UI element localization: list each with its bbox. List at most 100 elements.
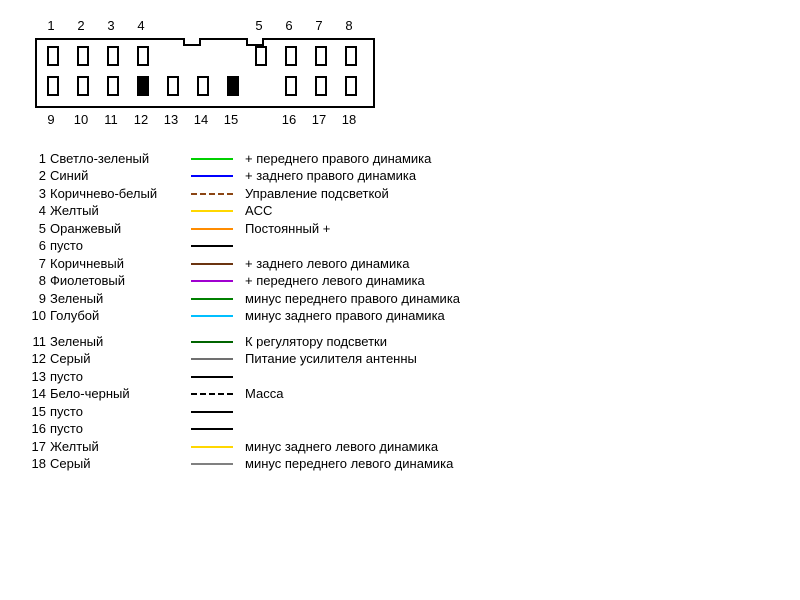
pin-row-bottom xyxy=(37,76,373,100)
pin-label: 11 xyxy=(101,112,121,127)
legend-pin-number: 17 xyxy=(28,438,46,456)
legend-pin-number: 12 xyxy=(28,350,46,368)
legend-color-name: Голубой xyxy=(46,307,191,325)
pin xyxy=(285,76,297,96)
connector-top-labels: 12345678 xyxy=(35,18,375,34)
legend-row: 2Синий+ заднего правого динамика xyxy=(28,168,460,186)
pin xyxy=(137,46,149,66)
legend-color-name: Коричневый xyxy=(46,255,191,273)
legend-color-name: пусто xyxy=(46,368,191,386)
pin-label: 1 xyxy=(41,18,61,33)
pin-label: 7 xyxy=(309,18,329,33)
legend-color-name: пусто xyxy=(46,237,191,255)
legend-pin-number: 11 xyxy=(28,333,46,351)
legend-pin-number: 3 xyxy=(28,185,46,203)
legend-pin-number: 14 xyxy=(28,385,46,403)
pin xyxy=(77,76,89,96)
legend-row: 13пусто xyxy=(28,368,460,386)
legend-swatch xyxy=(191,298,233,300)
pin xyxy=(255,46,267,66)
legend-swatch xyxy=(191,280,233,282)
pin-label: 10 xyxy=(71,112,91,127)
pin xyxy=(77,46,89,66)
legend-row: 18Серыйминус переднего левого динамика xyxy=(28,456,460,474)
legend-row: 9Зеленыйминус переднего правого динамика xyxy=(28,290,460,308)
pin xyxy=(285,46,297,66)
pin xyxy=(137,76,149,96)
legend-color-name: Зеленый xyxy=(46,333,191,351)
legend-swatch xyxy=(191,175,233,177)
legend-color-name: Светло-зеленый xyxy=(46,150,191,168)
pin-label: 8 xyxy=(339,18,359,33)
legend-pin-number: 7 xyxy=(28,255,46,273)
pin-label: 17 xyxy=(309,112,329,127)
legend-description: ACC xyxy=(245,202,460,220)
legend-row: 15пусто xyxy=(28,403,460,421)
legend-swatch xyxy=(191,358,233,360)
legend-swatch xyxy=(191,193,233,195)
legend-pin-number: 16 xyxy=(28,420,46,438)
pin xyxy=(315,76,327,96)
legend-description: + переднего левого динамика xyxy=(245,272,460,290)
legend-row: 7Коричневый + заднего левого динамика xyxy=(28,255,460,273)
legend-swatch xyxy=(191,210,233,212)
pin-label: 4 xyxy=(131,18,151,33)
legend-row: 6пусто xyxy=(28,238,460,256)
legend-pin-number: 15 xyxy=(28,403,46,421)
legend-pin-number: 10 xyxy=(28,307,46,325)
legend-swatch xyxy=(191,245,233,247)
legend-pin-number: 8 xyxy=(28,272,46,290)
legend-color-name: Желтый xyxy=(46,438,191,456)
legend-description: Управление подсветкой xyxy=(245,185,460,203)
pin-label: 14 xyxy=(191,112,211,127)
legend-description: минус переднего левого динамика xyxy=(245,455,460,473)
legend-swatch xyxy=(191,393,233,395)
pin xyxy=(47,76,59,96)
legend-row: 4ЖелтыйACC xyxy=(28,203,460,221)
pin-label: 3 xyxy=(101,18,121,33)
legend-swatch xyxy=(191,315,233,317)
legend-pin-number: 4 xyxy=(28,202,46,220)
legend-color-name: Серый xyxy=(46,350,191,368)
connector-notch xyxy=(246,38,264,46)
legend-swatch xyxy=(191,341,233,343)
legend-color-name: Зеленый xyxy=(46,290,191,308)
legend-description: минус заднего левого динамика xyxy=(245,438,460,456)
pin-label: 12 xyxy=(131,112,151,127)
connector-notch xyxy=(183,38,201,46)
pin-label: 6 xyxy=(279,18,299,33)
pin-row-top xyxy=(37,46,373,70)
legend-color-name: Синий xyxy=(46,167,191,185)
legend-row: 14Бело-черныйМасса xyxy=(28,386,460,404)
pin-label: 13 xyxy=(161,112,181,127)
legend-swatch xyxy=(191,428,233,430)
legend-description: + заднего левого динамика xyxy=(245,255,460,273)
legend-color-name: Коричнево-белый xyxy=(46,185,191,203)
legend-swatch xyxy=(191,446,233,448)
legend-row: 1Светло-зеленый+ переднего правого динам… xyxy=(28,150,460,168)
legend-row: 11Зеленый К регулятору подсветки xyxy=(28,333,460,351)
legend-swatch xyxy=(191,376,233,378)
pin-label: 15 xyxy=(221,112,241,127)
pin xyxy=(315,46,327,66)
connector-diagram: 12345678 9101112131415161718 xyxy=(35,18,375,128)
legend-pin-number: 18 xyxy=(28,455,46,473)
legend-swatch xyxy=(191,263,233,265)
pin-label: 9 xyxy=(41,112,61,127)
legend-row: 16пусто xyxy=(28,421,460,439)
legend-description: минус заднего правого динамика xyxy=(245,307,460,325)
legend-row: 17Желтый минус заднего левого динамика xyxy=(28,438,460,456)
pin xyxy=(227,76,239,96)
legend-pin-number: 6 xyxy=(28,237,46,255)
pin xyxy=(107,76,119,96)
legend-row: 5ОранжевыйПостоянный + xyxy=(28,220,460,238)
legend-color-name: Фиолетовый xyxy=(46,272,191,290)
legend-description: К регулятору подсветки xyxy=(245,333,460,351)
legend-row: 3Коричнево-белый Управление подсветкой xyxy=(28,185,460,203)
legend-description: + переднего правого динамика xyxy=(245,150,460,168)
legend-description: Питание усилителя антенны xyxy=(245,350,460,368)
legend-swatch xyxy=(191,463,233,465)
pin-label: 18 xyxy=(339,112,359,127)
legend-color-name: Бело-черный xyxy=(46,385,191,403)
legend-description: + заднего правого динамика xyxy=(245,167,460,185)
